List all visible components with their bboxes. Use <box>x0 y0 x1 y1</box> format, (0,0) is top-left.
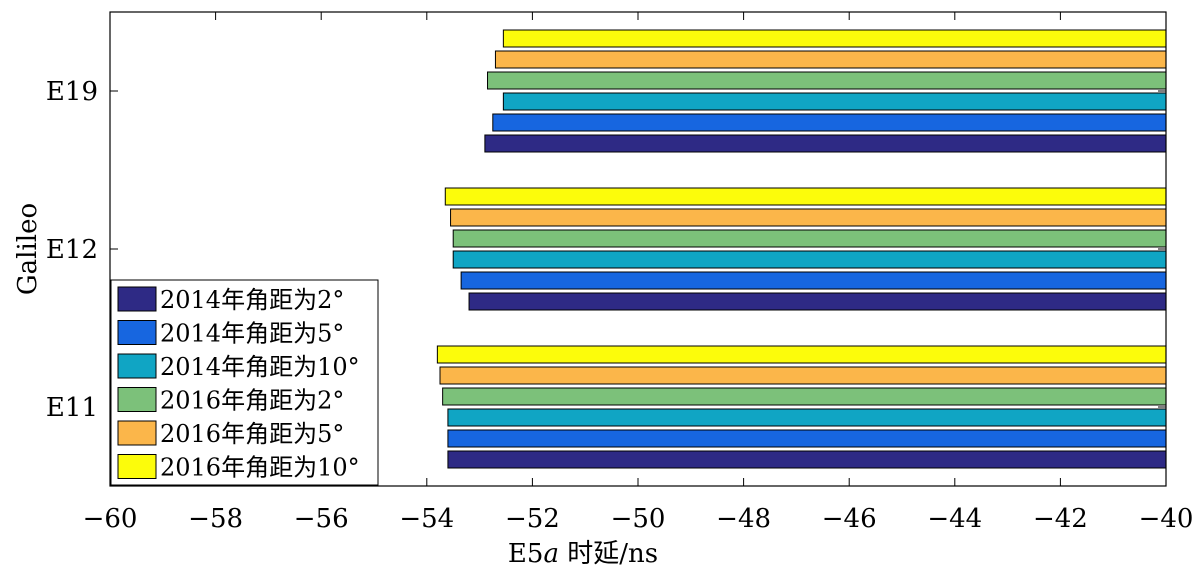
x-tick-label: −42 <box>1033 504 1088 534</box>
bar <box>447 450 1167 469</box>
legend-swatch <box>117 286 157 312</box>
bar <box>484 134 1167 153</box>
x-tick-label: −54 <box>399 504 454 534</box>
legend-swatch <box>117 420 157 446</box>
y-axis-label: Galileo <box>13 203 43 295</box>
legend-entry-label: 2016年角距为5° <box>160 420 344 448</box>
x-tick-label: −46 <box>822 504 877 534</box>
bars-group <box>436 29 1167 469</box>
x-tick-label: −58 <box>188 504 243 534</box>
legend: 2014年角距为2° 2014年角距为5° 2014年角距为10° 2016年角距为2… <box>110 279 379 486</box>
bar <box>452 229 1167 248</box>
bar <box>487 71 1167 90</box>
bar <box>447 429 1167 448</box>
x-tick-label: −40 <box>1139 504 1194 534</box>
bar <box>442 387 1167 406</box>
bar <box>502 29 1167 48</box>
bar <box>444 187 1167 206</box>
x-tick-label: −48 <box>716 504 771 534</box>
x-tick-label: −56 <box>294 504 349 534</box>
y-axis-ticks: E11 E12 E19 <box>46 77 1166 423</box>
x-axis-label-italic: a <box>543 539 559 568</box>
bar <box>452 250 1167 269</box>
x-axis-label-prefix: E5 <box>508 539 544 568</box>
legend-swatch <box>117 353 157 379</box>
x-tick-label: −44 <box>927 504 982 534</box>
x-axis-ticks: −60 −58 −56 −54 −52 −50 −48 −46 −44 −42 −40 <box>83 12 1194 534</box>
legend-entry-label: 2014年角距为2° <box>160 286 344 314</box>
legend-swatch <box>117 454 157 479</box>
x-tick-label: −60 <box>83 504 138 534</box>
legend-box <box>110 279 379 486</box>
legend-entry-label: 2016年角距为2° <box>160 387 344 415</box>
bar <box>468 292 1167 311</box>
x-axis-label: E5a 时延/ns <box>508 539 658 568</box>
bar <box>502 92 1167 111</box>
legend-entry-label: 2014年角距为10° <box>160 353 360 381</box>
bar <box>494 50 1167 69</box>
bar <box>492 113 1167 132</box>
legend-swatch <box>117 387 157 412</box>
x-axis-label-suffix: 时延/ns <box>559 539 658 568</box>
legend-entry-label: 2016年角距为10° <box>160 454 360 482</box>
legend-swatch <box>117 320 157 345</box>
x-tick-label: −52 <box>505 504 560 534</box>
y-tick-label: E12 <box>46 235 98 265</box>
bar <box>447 408 1167 427</box>
legend-entry-label: 2014年角距为5° <box>160 320 344 348</box>
bar <box>460 271 1167 290</box>
y-tick-label: E19 <box>46 77 98 107</box>
y-tick-label: E11 <box>46 393 98 423</box>
bar <box>450 208 1167 227</box>
bar <box>436 345 1167 364</box>
bar <box>439 366 1167 385</box>
x-tick-label: −50 <box>611 504 666 534</box>
